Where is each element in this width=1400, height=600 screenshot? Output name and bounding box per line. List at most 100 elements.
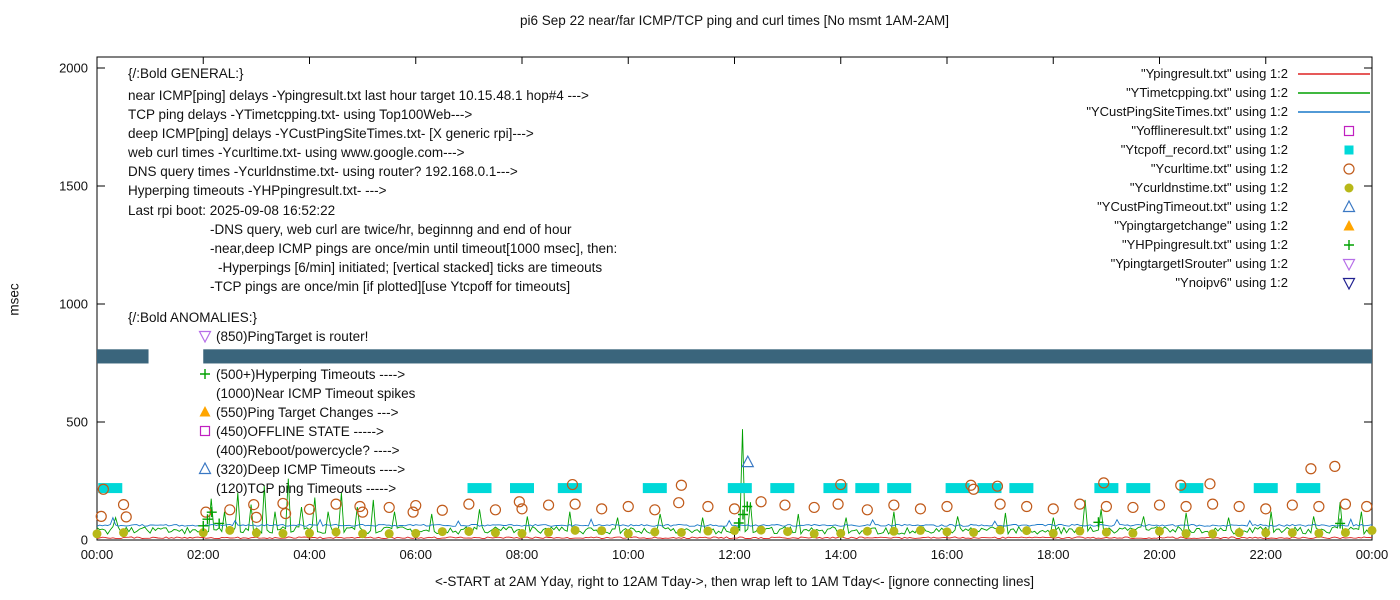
triangle-up-open-annotation-icon (198, 461, 212, 475)
circle-filled-marker (915, 525, 925, 535)
annotation-20: (120)TCP ping Timeouts -----> (216, 479, 396, 497)
circle-open-marker (303, 503, 316, 515)
legend-entry-8: "Ypingtargetchange" using 1:2 (1086, 216, 1374, 235)
tcpoff-bar (1126, 483, 1151, 494)
circle-open-marker (277, 497, 289, 510)
tcpoff-bar (770, 483, 795, 494)
series-ytcpoff_record (98, 483, 1321, 494)
circle-filled-marker (1340, 528, 1350, 538)
circle-open-marker (566, 478, 579, 491)
y-tick-label: 0 (81, 533, 88, 548)
tcpoff-bar (823, 483, 848, 494)
legend-label: "YpingtargetISrouter" using 1:2 (1110, 256, 1288, 271)
circle-open-marker (95, 510, 107, 523)
circle-open-marker (383, 501, 395, 514)
x-tick-label: 20:00 (1143, 547, 1176, 562)
circle-filled-marker (1128, 528, 1138, 538)
circle-filled-marker (1344, 183, 1354, 192)
annotation-text: (320)Deep ICMP Timeouts ----> (216, 461, 406, 477)
legend-label: "YCustPingTimeout.txt" using 1:2 (1097, 199, 1288, 214)
annotation-12: {/:Bold ANOMALIES:} (128, 308, 257, 326)
circle-open-marker (569, 498, 581, 510)
circle-filled-marker (358, 529, 368, 539)
legend-entry-7: "YCustPingTimeout.txt" using 1:2 (1086, 197, 1374, 216)
y-axis-label: msec (6, 283, 22, 316)
circle-filled-marker (1234, 528, 1244, 538)
circle-open-marker (622, 500, 634, 513)
tcpoff-bar (1296, 483, 1321, 494)
plus-marker (1335, 518, 1346, 529)
series-ycurldnstime (92, 525, 1377, 539)
legend-label: "Ycurldnstime.txt" using 1:2 (1129, 180, 1288, 195)
circle-filled-marker (251, 528, 261, 538)
series-ycustpingsitetimes (96, 516, 1373, 527)
annotation-text: (1000)Near ICMP Timeout spikes (216, 385, 416, 401)
triangle-up-filled-annotation-icon (199, 406, 211, 417)
axis-ticks: 0 500 1000 1500 2000 00:00 02:00 04:00 06:00 08:0… (59, 57, 1388, 562)
circle-open-marker (835, 478, 847, 491)
circle-filled-marker (703, 526, 713, 536)
circle-open-marker (1233, 500, 1245, 513)
circle-filled-marker (544, 527, 554, 537)
annotation-6: Hyperping timeouts -YHPpingresult.txt- -… (128, 181, 386, 199)
circle-filled-marker (119, 528, 129, 538)
y-tick-label: 500 (66, 415, 88, 430)
annotation-3: deep ICMP[ping] delays -YCustPingSiteTim… (128, 124, 534, 142)
tcpoff-bar (945, 483, 970, 494)
annotation-text: Hyperping timeouts -YHPpingresult.txt- -… (128, 182, 387, 198)
annotation-14: (500+)Hyperping Timeouts ----> (197, 365, 405, 383)
tcpoff-bar (855, 483, 880, 494)
series-ypingresult (96, 536, 1373, 540)
circle-filled-marker (783, 527, 793, 537)
circle-filled-marker (809, 529, 819, 539)
circle-open-marker (224, 504, 236, 516)
circle-filled-marker (1314, 528, 1324, 538)
triangle-up-filled-marker (1343, 219, 1355, 230)
circle-open-marker (97, 483, 109, 495)
plus-marker (742, 501, 753, 512)
triangle-up-open-marker (1342, 199, 1356, 212)
annotation-text: -TCP pings are once/min [if plotted][use… (210, 278, 571, 294)
square-open-marker (199, 425, 211, 437)
tcpoff-bar (977, 483, 1002, 494)
annotation-8: -DNS query, web curl are twice/hr, begin… (210, 220, 571, 238)
circle-open-marker (1260, 503, 1272, 515)
annotation-4: web curl times -Ycurltime.txt- using www… (128, 143, 464, 161)
circle-open-marker (1047, 503, 1059, 515)
x-tick-label: 10:00 (612, 547, 645, 562)
annotation-17: (450)OFFLINE STATE -----> (197, 422, 384, 440)
circle-open-marker (354, 500, 366, 513)
circle-filled-marker (995, 525, 1005, 535)
annotation-text: {/:Bold GENERAL:} (128, 65, 244, 81)
legend-swatch-circle-open (1343, 162, 1355, 175)
circle-open-marker (941, 500, 953, 513)
circle-filled-marker (623, 529, 633, 539)
tcpoff-bar (887, 483, 912, 494)
circle-filled-marker (1261, 528, 1271, 538)
circle-open-marker (1204, 478, 1216, 490)
circle-filled-marker (1181, 529, 1191, 539)
tcpoff-bar (467, 483, 492, 494)
y-tick-label: 1000 (59, 297, 88, 312)
circle-open-marker (888, 499, 900, 511)
circle-open-marker (1339, 498, 1352, 510)
plus-marker (733, 518, 744, 529)
circle-filled-marker (1367, 525, 1377, 535)
annotation-1: near ICMP[ping] delays -Ypingresult.txt … (128, 86, 589, 104)
legend: "Ypingresult.txt" using 1:2 "YTimetcpping… (1086, 64, 1374, 292)
legend-entry-9: "YHPpingresult.txt" using 1:2 (1086, 235, 1374, 254)
circle-open-marker (861, 504, 873, 516)
series-layer (92, 349, 1377, 540)
circle-open-marker (357, 506, 369, 518)
triangle-down-annotation-icon (198, 330, 212, 344)
circle-filled-marker (464, 526, 474, 536)
legend-swatch-triangle-down (1342, 258, 1356, 271)
x-tick-label: 08:00 (506, 547, 539, 562)
triangle-up-open-marker (741, 454, 755, 468)
legend-entry-11: "Ynoipv6" using 1:2 (1086, 273, 1374, 292)
x-tick-label: 06:00 (399, 547, 432, 562)
legend-label: "Ypingtargetchange" using 1:2 (1114, 218, 1288, 233)
circle-open-marker (1100, 500, 1112, 513)
circle-open-marker (250, 511, 262, 523)
